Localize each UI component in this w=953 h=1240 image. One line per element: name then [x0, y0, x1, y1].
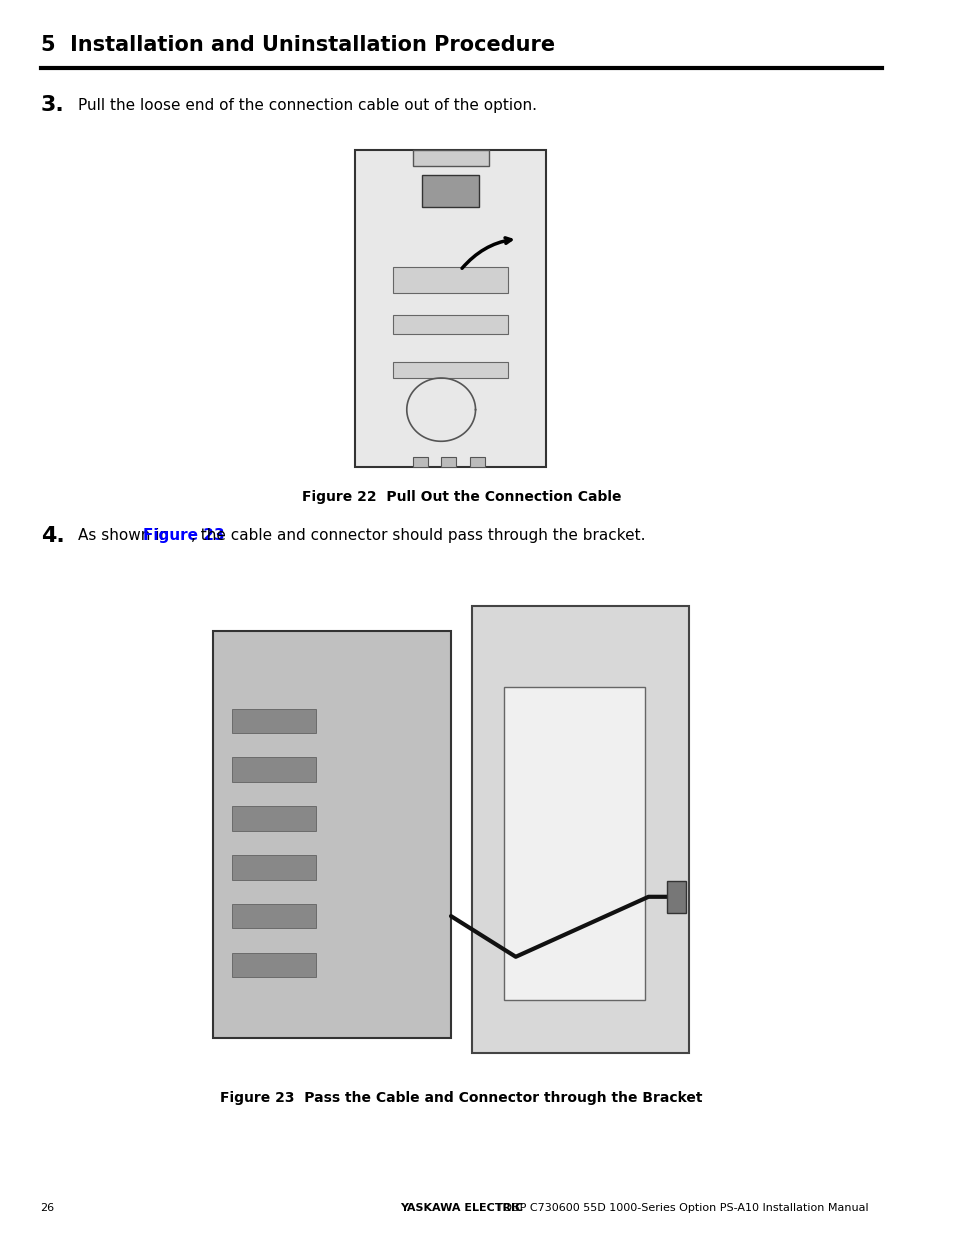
FancyBboxPatch shape	[233, 904, 315, 929]
FancyBboxPatch shape	[249, 118, 673, 477]
FancyBboxPatch shape	[504, 687, 644, 999]
Text: Figure 23  Pass the Cable and Connector through the Bracket: Figure 23 Pass the Cable and Connector t…	[220, 1091, 701, 1105]
Text: 26: 26	[41, 1203, 54, 1213]
FancyBboxPatch shape	[469, 458, 484, 466]
Text: Figure 22  Pull Out the Connection Cable: Figure 22 Pull Out the Connection Cable	[301, 490, 620, 503]
FancyBboxPatch shape	[233, 806, 315, 831]
FancyBboxPatch shape	[393, 268, 507, 293]
FancyBboxPatch shape	[203, 570, 719, 1079]
FancyBboxPatch shape	[666, 880, 685, 913]
Text: As shown in: As shown in	[78, 528, 174, 543]
Text: YASKAWA ELECTRIC: YASKAWA ELECTRIC	[399, 1203, 522, 1213]
Text: TOBP C730600 55D 1000-Series Option PS-A10 Installation Manual: TOBP C730600 55D 1000-Series Option PS-A…	[493, 1203, 868, 1213]
FancyBboxPatch shape	[355, 150, 546, 466]
FancyBboxPatch shape	[213, 631, 451, 1038]
FancyBboxPatch shape	[412, 150, 488, 166]
FancyBboxPatch shape	[393, 315, 507, 334]
FancyBboxPatch shape	[233, 856, 315, 879]
Text: 3.: 3.	[41, 95, 64, 115]
Text: 5  Installation and Uninstallation Procedure: 5 Installation and Uninstallation Proced…	[41, 35, 554, 55]
FancyBboxPatch shape	[233, 709, 315, 733]
FancyBboxPatch shape	[233, 952, 315, 977]
Text: Pull the loose end of the connection cable out of the option.: Pull the loose end of the connection cab…	[78, 98, 537, 113]
FancyBboxPatch shape	[421, 176, 478, 207]
FancyBboxPatch shape	[233, 758, 315, 782]
FancyBboxPatch shape	[440, 458, 456, 466]
FancyBboxPatch shape	[412, 458, 427, 466]
FancyBboxPatch shape	[393, 362, 507, 378]
FancyBboxPatch shape	[471, 606, 688, 1054]
Text: , the cable and connector should pass through the bracket.: , the cable and connector should pass th…	[191, 528, 644, 543]
Text: 4.: 4.	[41, 526, 64, 546]
Text: Figure 23: Figure 23	[143, 528, 224, 543]
